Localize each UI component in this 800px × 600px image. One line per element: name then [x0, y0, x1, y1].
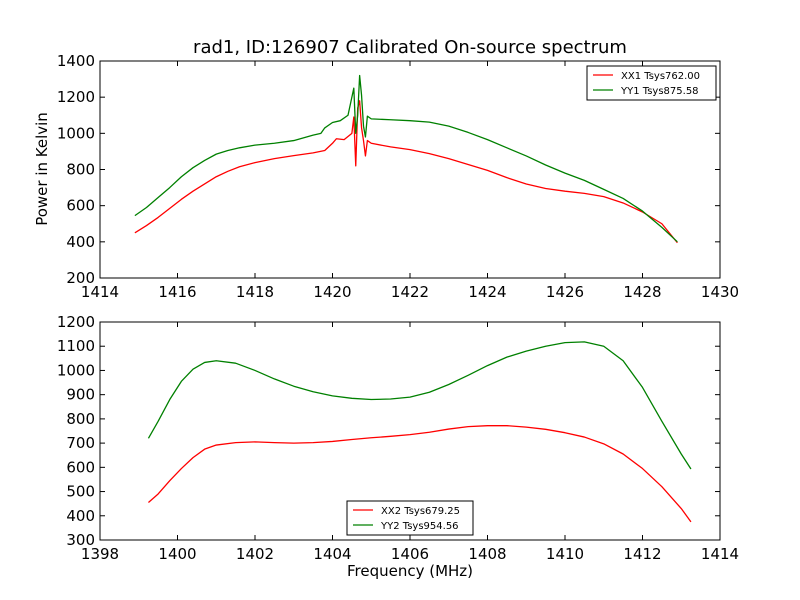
- top-x-tick-label: 1418: [236, 283, 274, 301]
- top-x-tick-label: 1424: [468, 283, 506, 301]
- bottom-legend-label-1: XX2 Tsys679.25: [381, 506, 460, 517]
- top-y-tick-label: 1000: [57, 124, 95, 142]
- bottom-y-tick-label: 400: [66, 507, 95, 525]
- bottom-x-tick-label: 1400: [158, 545, 196, 563]
- bottom-legend: XX2 Tsys679.25 YY2 Tsys954.56: [346, 500, 474, 536]
- top-x-tick-label: 1414: [81, 283, 119, 301]
- bottom-y-tick-label: 300: [66, 531, 95, 549]
- bottom-x-tick-label: 1412: [623, 545, 661, 563]
- top-y-tick-label: 800: [66, 161, 95, 179]
- top-x-tick-label: 1428: [623, 283, 661, 301]
- bottom-y-tick-label: 600: [66, 458, 95, 476]
- bottom-x-tick-label: 1410: [546, 545, 584, 563]
- bottom-x-tick-label: 1408: [468, 545, 506, 563]
- bottom-y-tick-label: 800: [66, 410, 95, 428]
- chart-title: rad1, ID:126907 Calibrated On-source spe…: [193, 37, 627, 58]
- top-x-tick-label: 1422: [391, 283, 429, 301]
- top-x-tick-label: 1420: [313, 283, 351, 301]
- bottom-plot: 1398 1400 1402 1404 1406 1408 1410 1412 1414 300 4…: [57, 313, 739, 563]
- top-x-tick-label: 1416: [158, 283, 196, 301]
- bottom-y-tick-label: 1200: [57, 313, 95, 331]
- bottom-series-line-2: [147, 341, 692, 470]
- bottom-x-tick-label: 1404: [313, 545, 351, 563]
- top-legend-label-1: XX1 Tsys762.00: [621, 71, 700, 82]
- top-y-tick-label: 1400: [57, 52, 95, 70]
- bottom-y-tick-label: 1100: [57, 337, 95, 355]
- bottom-y-tick-label: 900: [66, 386, 95, 404]
- top-legend: XX1 Tsys762.00 YY1 Tsys875.58: [586, 65, 717, 101]
- top-series-line-2: [134, 74, 678, 243]
- top-y-tick-label: 600: [66, 197, 95, 215]
- top-legend-label-2: YY1 Tsys875.58: [620, 86, 699, 97]
- top-x-tick-label: 1426: [546, 283, 584, 301]
- bottom-x-tick-label: 1406: [391, 545, 429, 563]
- x-axis-label: Frequency (MHz): [347, 562, 473, 580]
- top-y-tick-label: 200: [66, 269, 95, 287]
- bottom-y-tick-label: 500: [66, 483, 95, 501]
- bottom-x-tick-label: 1414: [701, 545, 739, 563]
- bottom-series-line-1: [148, 425, 692, 523]
- bottom-x-tick-label: 1402: [236, 545, 274, 563]
- bottom-y-tick-label: 1000: [57, 361, 95, 379]
- bottom-y-tick-label: 700: [66, 434, 95, 452]
- bottom-legend-box: [346, 500, 474, 536]
- top-x-tick-label: 1430: [701, 283, 739, 301]
- top-plot: 1414 1416 1418 1420 1422 1424 1426 1428 1430 200 4…: [57, 52, 739, 301]
- y-axis-label: Power in Kelvin: [33, 112, 51, 226]
- top-y-tick-label: 1200: [57, 88, 95, 106]
- bottom-legend-label-2: YY2 Tsys954.56: [380, 521, 459, 532]
- top-y-tick-label: 400: [66, 233, 95, 251]
- top-legend-box: [586, 65, 717, 101]
- bottom-x-tick-label: 1398: [81, 545, 119, 563]
